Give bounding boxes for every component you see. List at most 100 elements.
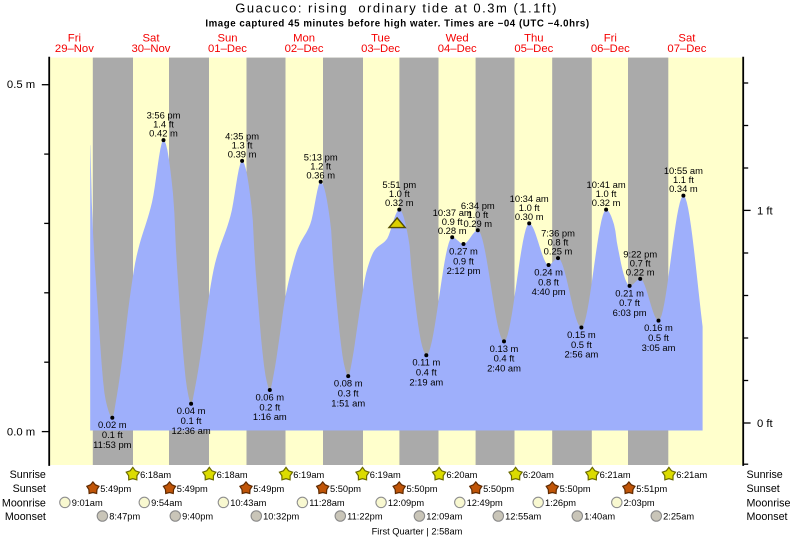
svg-text:2:12 pm: 2:12 pm <box>447 265 481 276</box>
svg-text:11:53 pm: 11:53 pm <box>93 439 132 450</box>
svg-text:3:05 am: 3:05 am <box>642 342 676 353</box>
svg-text:Sun: Sun <box>217 33 237 45</box>
svg-text:5:49pm: 5:49pm <box>253 484 284 494</box>
svg-text:0.8 ft: 0.8 ft <box>548 237 569 248</box>
svg-text:0.3 ft: 0.3 ft <box>338 387 359 398</box>
svg-text:0.27 m: 0.27 m <box>449 245 478 256</box>
svg-text:0.5 ft: 0.5 ft <box>648 332 669 343</box>
svg-text:5:51pm: 5:51pm <box>636 484 667 494</box>
svg-text:11:28am: 11:28am <box>309 498 345 508</box>
svg-text:9:01am: 9:01am <box>72 498 103 508</box>
svg-text:05–Dec: 05–Dec <box>514 43 553 55</box>
svg-text:0.1 ft: 0.1 ft <box>181 415 202 426</box>
svg-text:1.0 ft: 1.0 ft <box>596 188 617 199</box>
svg-text:03–Dec: 03–Dec <box>361 43 400 55</box>
svg-text:12:09pm: 12:09pm <box>388 498 424 508</box>
svg-text:07–Dec: 07–Dec <box>667 43 706 55</box>
svg-text:0.32 m: 0.32 m <box>592 197 621 208</box>
svg-text:2:25am: 2:25am <box>663 512 694 522</box>
svg-text:Guacuco: rising ordinary tide: Guacuco: rising ordinary tide at 0.3m (1… <box>235 0 558 15</box>
svg-text:10:37 am: 10:37 am <box>433 207 472 218</box>
svg-text:Sunrise: Sunrise <box>10 469 46 481</box>
svg-text:5:49pm: 5:49pm <box>177 484 208 494</box>
svg-text:0.9 ft: 0.9 ft <box>442 216 463 227</box>
svg-text:0.13 m: 0.13 m <box>490 343 519 354</box>
svg-text:3:56 pm: 3:56 pm <box>147 110 181 121</box>
svg-text:5:51 pm: 5:51 pm <box>382 179 416 190</box>
svg-text:5:13 pm: 5:13 pm <box>304 151 338 162</box>
svg-text:Sunset: Sunset <box>13 483 46 495</box>
svg-text:Wed: Wed <box>446 33 469 45</box>
svg-text:1.0 ft: 1.0 ft <box>389 188 410 199</box>
svg-text:12:09am: 12:09am <box>426 512 462 522</box>
svg-text:0 ft: 0 ft <box>757 418 774 430</box>
svg-text:0.28 m: 0.28 m <box>438 225 467 236</box>
svg-text:0.24 m: 0.24 m <box>534 266 563 277</box>
svg-text:Fri: Fri <box>68 33 81 45</box>
svg-text:Moonset: Moonset <box>747 511 788 523</box>
svg-text:0.9 ft: 0.9 ft <box>453 255 474 266</box>
svg-text:0.04 m: 0.04 m <box>177 405 206 416</box>
svg-text:0.5 ft: 0.5 ft <box>571 339 592 350</box>
svg-text:5:50pm: 5:50pm <box>483 484 514 494</box>
svg-text:12:55am: 12:55am <box>505 512 541 522</box>
svg-text:0.08 m: 0.08 m <box>334 378 363 389</box>
svg-text:30–Nov: 30–Nov <box>132 43 171 55</box>
svg-text:5:50pm: 5:50pm <box>407 484 438 494</box>
svg-text:10:55 am: 10:55 am <box>664 165 703 176</box>
svg-text:6:18am: 6:18am <box>217 470 248 480</box>
svg-text:Moonrise: Moonrise <box>747 497 791 509</box>
svg-text:10:34 am: 10:34 am <box>510 193 549 204</box>
svg-text:1.0 ft: 1.0 ft <box>519 202 540 213</box>
svg-text:1.3 ft: 1.3 ft <box>232 140 253 151</box>
svg-text:Image captured 45 minutes befo: Image captured 45 minutes before high wa… <box>205 19 589 30</box>
svg-text:10:41 am: 10:41 am <box>587 179 626 190</box>
svg-text:6:19am: 6:19am <box>293 470 324 480</box>
svg-text:2:19 am: 2:19 am <box>409 377 443 388</box>
svg-text:1.2 ft: 1.2 ft <box>310 160 331 171</box>
svg-text:01–Dec: 01–Dec <box>208 43 247 55</box>
svg-text:0.39 m: 0.39 m <box>228 149 257 160</box>
svg-text:6:20am: 6:20am <box>446 470 477 480</box>
svg-text:0.11 m: 0.11 m <box>412 357 440 368</box>
svg-text:1.0 ft: 1.0 ft <box>467 209 488 220</box>
svg-text:0.8 ft: 0.8 ft <box>538 276 559 287</box>
svg-text:9:22 pm: 9:22 pm <box>623 249 657 260</box>
svg-text:1:26pm: 1:26pm <box>545 498 576 508</box>
svg-text:5:50pm: 5:50pm <box>560 484 591 494</box>
svg-text:6:34 pm: 6:34 pm <box>461 200 495 211</box>
svg-text:0.36 m: 0.36 m <box>306 169 335 180</box>
svg-text:0.15 m: 0.15 m <box>567 329 596 340</box>
svg-text:6:03 pm: 6:03 pm <box>613 307 647 318</box>
svg-text:Thu: Thu <box>524 33 543 45</box>
svg-text:8:47pm: 8:47pm <box>109 512 140 522</box>
svg-text:1.4 ft: 1.4 ft <box>153 119 174 130</box>
svg-text:9:54am: 9:54am <box>151 498 182 508</box>
svg-text:11:22pm: 11:22pm <box>347 512 383 522</box>
svg-text:Sat: Sat <box>678 33 696 45</box>
svg-text:Sunset: Sunset <box>747 483 780 495</box>
svg-text:First Quarter | 2:58am: First Quarter | 2:58am <box>372 526 463 536</box>
svg-text:0.2 ft: 0.2 ft <box>259 401 280 412</box>
svg-text:0.1 ft: 0.1 ft <box>102 429 123 440</box>
svg-text:06–Dec: 06–Dec <box>591 43 630 55</box>
svg-text:4:40 pm: 4:40 pm <box>532 286 566 297</box>
svg-text:9:40pm: 9:40pm <box>182 512 213 522</box>
svg-text:1.1 ft: 1.1 ft <box>673 174 694 185</box>
svg-text:0.16 m: 0.16 m <box>644 322 673 333</box>
svg-text:5:50pm: 5:50pm <box>330 484 361 494</box>
svg-text:6:21am: 6:21am <box>676 470 707 480</box>
svg-text:Fri: Fri <box>604 33 617 45</box>
svg-text:Moonrise: Moonrise <box>2 497 46 509</box>
svg-text:12:36 am: 12:36 am <box>172 425 211 436</box>
svg-text:6:19am: 6:19am <box>370 470 401 480</box>
svg-text:Sunrise: Sunrise <box>747 469 783 481</box>
svg-text:0.06 m: 0.06 m <box>255 391 284 402</box>
svg-text:6:21am: 6:21am <box>600 470 631 480</box>
svg-text:04–Dec: 04–Dec <box>438 43 477 55</box>
svg-text:Moonset: Moonset <box>5 511 46 523</box>
svg-text:0.21 m: 0.21 m <box>615 287 644 298</box>
svg-text:0.4 ft: 0.4 ft <box>494 353 515 364</box>
svg-text:0.42 m: 0.42 m <box>149 128 178 139</box>
svg-text:0.4 ft: 0.4 ft <box>416 367 437 378</box>
